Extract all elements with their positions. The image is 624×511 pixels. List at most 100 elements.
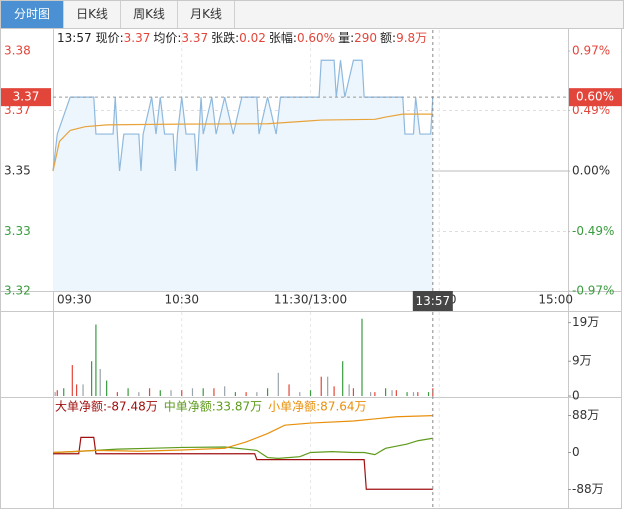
volume-bar — [256, 392, 258, 396]
series-line — [52, 415, 433, 454]
tab[interactable]: 月K线 — [178, 1, 235, 28]
volume-bar — [234, 392, 236, 396]
info-label: 现价: — [95, 31, 124, 45]
info-value: 0.02 — [239, 31, 266, 45]
info-label: 张跌: — [211, 31, 240, 45]
volume-bar — [309, 390, 312, 396]
y-tick-label: 0 — [572, 445, 580, 459]
y-tick-label: 88万 — [572, 408, 599, 422]
volume-bar — [288, 384, 290, 396]
volume-bar — [95, 324, 97, 396]
volume-bar — [91, 361, 93, 396]
series-line — [52, 113, 433, 172]
x-tick-label: 15:00 — [538, 293, 573, 307]
volume-bar — [213, 388, 215, 396]
volume-bar — [99, 368, 101, 396]
volume-bar — [277, 372, 279, 396]
series-line — [53, 436, 433, 490]
y2-tick-label: 0.97% — [572, 44, 610, 58]
last-price-tag — [1, 88, 51, 107]
volume-bar — [116, 392, 118, 396]
series-line — [52, 437, 433, 459]
volume-bar — [245, 392, 247, 396]
tab-bar: 分时图 日K线 周K线 月K线 — [0, 0, 624, 29]
tab[interactable]: 周K线 — [121, 1, 178, 28]
volume-bar — [170, 390, 172, 396]
volume-bar — [266, 388, 269, 396]
cursor-tag — [412, 291, 453, 311]
pane: 88万 0 -88万 大单净额:-87.48万 中单净额:33.87万 小单净额:87.6… — [52, 399, 604, 496]
volume-bar — [138, 392, 140, 396]
cursor-label: 13:57 — [416, 294, 451, 308]
last-price-label: 3.37 — [13, 90, 40, 104]
y-tick-label: 3.38 — [4, 44, 31, 58]
info-time: 13:57 — [57, 31, 92, 45]
volume-bar — [63, 388, 65, 396]
volume-bar — [361, 318, 363, 396]
last-pct-label: 0.60% — [576, 90, 614, 104]
y2-tick-label: -0.49% — [572, 224, 614, 238]
x-tick-label: 11:30/13:00 — [274, 293, 347, 307]
volume-bar — [427, 392, 430, 396]
y-tick-label: 3.33 — [4, 224, 31, 238]
y-tick-label: 9万 — [572, 354, 592, 368]
y-tick-label: 3.32 — [4, 284, 31, 298]
info-value: 290 — [354, 31, 378, 45]
y-tick-label: 0 — [572, 389, 580, 403]
y2-tick-label: 0.49% — [572, 103, 610, 117]
volume-bar — [385, 388, 387, 396]
volume-bar — [320, 376, 322, 396]
info-label: 均价: — [153, 31, 182, 45]
volume-bar — [352, 388, 355, 396]
volume-bar — [191, 388, 194, 396]
info-value: 9.8万 — [396, 31, 428, 45]
volume-bar — [299, 392, 301, 396]
volume-bar — [327, 376, 329, 396]
volume-bar — [127, 388, 129, 396]
volume-bar — [391, 390, 393, 396]
y-tick-label: 3.37 — [4, 103, 31, 117]
info-value: 3.37 — [181, 31, 209, 45]
legend-label: 中单净额:33.87万 — [164, 399, 262, 414]
volume-bar — [159, 390, 161, 396]
volume-bar — [56, 390, 58, 396]
volume-bar — [412, 392, 415, 396]
volume-bar — [369, 392, 372, 396]
last-pct-tag — [569, 88, 622, 107]
volume-bar — [406, 392, 408, 396]
tab[interactable]: 分时图 — [1, 1, 64, 28]
y2-tick-label: 0.00% — [572, 164, 610, 178]
info-value: 0.60% — [296, 31, 336, 45]
volume-bar — [71, 365, 73, 396]
x-tick-label: 10:30 — [164, 293, 199, 307]
volume-bar — [417, 392, 419, 396]
y-tick-label: 19万 — [572, 315, 599, 329]
info-label: 量: — [338, 31, 355, 45]
volume-bar — [82, 384, 84, 396]
quote-info: 13:57 现价:3.37 均价:3.37 张跌:0.02 张幅:0.60% 量:290 额… — [57, 30, 430, 46]
info-label: 张幅: — [268, 31, 297, 45]
volume-bar — [342, 361, 344, 396]
volume-bar — [181, 390, 183, 396]
volume-bar — [54, 392, 56, 396]
volume-bar — [374, 392, 376, 396]
info-value: 3.37 — [123, 31, 151, 45]
y-tick-label: -88万 — [572, 482, 604, 496]
volume-bar — [333, 386, 335, 396]
volume-bar — [224, 386, 226, 396]
volume-bar — [395, 390, 397, 396]
volume-bar — [148, 388, 151, 396]
tab[interactable]: 日K线 — [64, 1, 121, 28]
legend-label: 小单净额:87.64万 — [268, 400, 366, 414]
price-area — [53, 60, 433, 292]
volume-bar — [106, 380, 108, 396]
y2-tick-label: -0.97% — [572, 284, 614, 298]
pane: 3.38 3.37 3.35 3.33 3.32 0.97% 0.49% 0.00% -0.49… — [4, 30, 614, 509]
legend-label: 大单净额:-87.48万 — [55, 400, 158, 414]
volume-bar — [202, 388, 204, 396]
pane: 19万 9万 0 — [54, 315, 599, 403]
info-label: 额: — [380, 31, 397, 45]
volume-bar — [348, 384, 350, 396]
